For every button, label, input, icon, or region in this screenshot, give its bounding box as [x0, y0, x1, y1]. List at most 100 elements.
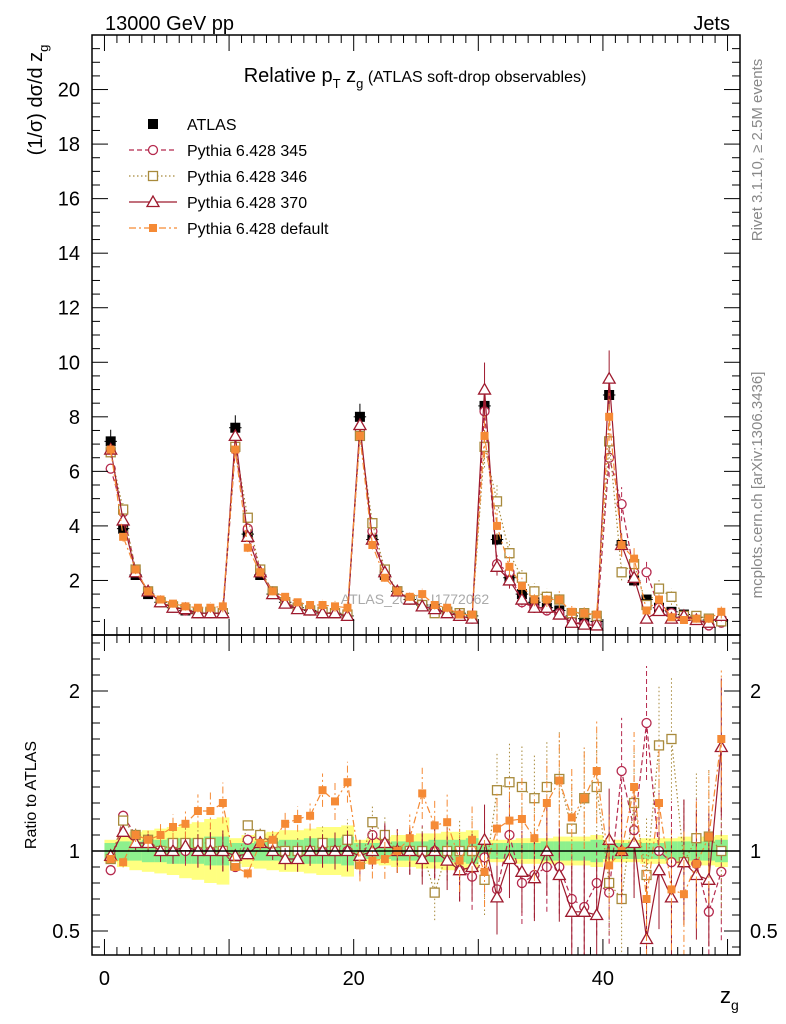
legend-entry-atlas: ATLAS: [148, 117, 237, 134]
data-point: [240, 529, 255, 542]
legend-entry-pythia-6-428-370: Pythia 6.428 370: [129, 194, 307, 212]
ratio-point: [228, 848, 243, 861]
energy-label: 13000 GeV pp: [105, 13, 234, 35]
data-point: [653, 583, 665, 594]
y-tick-label: 2: [69, 570, 80, 592]
ratio-point: [169, 823, 177, 831]
data-point: [118, 523, 129, 534]
data-point: [169, 599, 177, 608]
rivet-label: Rivet 3.1.10, ≥ 2.5M events: [749, 59, 766, 242]
data-point: [418, 590, 427, 599]
data-point: [580, 609, 589, 618]
legend-marker: [148, 119, 158, 129]
data-point: [564, 615, 579, 628]
data-point: [256, 568, 265, 577]
data-point: [430, 601, 439, 609]
ratio-point: [156, 831, 165, 839]
mcplots-label: mcplots.cern.ch [arXiv:1306.3436]: [749, 372, 766, 599]
ratio-point: [243, 869, 252, 878]
data-point: [692, 614, 701, 623]
ratio-point: [704, 832, 713, 841]
ratio-point: [666, 733, 677, 745]
ratio-point: [542, 799, 551, 807]
ratio-point: [514, 864, 530, 877]
y-tick-label: 20: [58, 80, 80, 102]
data-point: [228, 428, 243, 442]
ratio-tick-label: 1: [69, 841, 80, 863]
data-point: [190, 605, 206, 619]
data-point: [367, 518, 378, 529]
ratio-tick-label: 0.5: [52, 921, 80, 943]
data-point: [106, 445, 115, 454]
y-tick-label: 14: [58, 243, 80, 265]
ratio-point: [218, 799, 227, 807]
data-point: [405, 592, 414, 601]
ratio-point: [293, 815, 302, 823]
data-point: [455, 610, 464, 619]
series-line: [110, 416, 722, 621]
data-point: [704, 614, 713, 623]
data-point: [415, 599, 430, 612]
data-point: [517, 581, 526, 590]
x-axis-label: zg: [720, 983, 739, 1013]
ratio-point: [240, 846, 255, 860]
ratio-point: [343, 778, 352, 787]
ratio-point: [589, 907, 604, 921]
data-point: [293, 598, 302, 607]
data-point: [480, 431, 489, 440]
data-point: [527, 600, 542, 613]
data-point: [352, 417, 368, 431]
data-point: [630, 554, 639, 563]
data-point: [380, 573, 389, 582]
ratio-point: [231, 863, 240, 871]
data-point: [555, 595, 564, 604]
ratio-tick-label: 2: [69, 681, 80, 703]
y-axis-label: (1/σ) dσ/d zg: [25, 45, 51, 156]
data-point: [116, 513, 131, 526]
ratio-y-axis-label: Ratio to ATLAS: [23, 741, 40, 849]
ratio-point: [206, 807, 215, 815]
data-point: [679, 616, 688, 624]
ratio-tick-label-right: 2: [750, 681, 761, 703]
ratio-point: [679, 890, 688, 899]
data-point: [144, 587, 153, 596]
ratio-point: [430, 821, 439, 830]
ratio-point: [491, 785, 503, 796]
ratio-series-pythia-6-428-default: [106, 670, 726, 955]
data-point: [268, 587, 277, 596]
ratio-point: [577, 904, 592, 917]
data-point: [577, 617, 592, 630]
ratio-point: [642, 895, 651, 903]
data-point: [542, 595, 551, 604]
ratio-point: [605, 861, 614, 870]
ratio-point: [278, 851, 293, 865]
ratio-point: [626, 835, 642, 849]
data-point: [602, 371, 617, 384]
ratio-point: [443, 818, 452, 827]
ratio-point: [242, 820, 253, 831]
data-point: [567, 607, 576, 616]
data-point: [131, 565, 140, 574]
ratio-point: [355, 861, 364, 870]
data-point: [340, 608, 355, 622]
ratio-point: [268, 835, 277, 844]
series-pythia-6-428-default: [106, 392, 726, 624]
ratio-point: [131, 831, 140, 839]
ratio-point: [405, 834, 414, 843]
legend-entry-pythia-6-428-346: Pythia 6.428 346: [129, 169, 307, 186]
data-point: [181, 602, 190, 611]
ratio-point: [429, 887, 440, 898]
data-point: [306, 601, 315, 609]
data-point: [193, 603, 202, 612]
data-point: [119, 532, 128, 541]
ratio-series-pythia-6-428-346: [105, 678, 727, 953]
ratio-point: [530, 834, 539, 843]
data-point: [105, 436, 116, 447]
ratio-point: [493, 824, 501, 833]
data-point: [667, 613, 676, 622]
data-point: [592, 610, 601, 619]
data-point: [589, 618, 604, 631]
ratio-point: [144, 835, 153, 844]
legend: ATLAS Pythia 6.428 345 Pythia 6.428 346 Pyt…: [129, 117, 329, 238]
